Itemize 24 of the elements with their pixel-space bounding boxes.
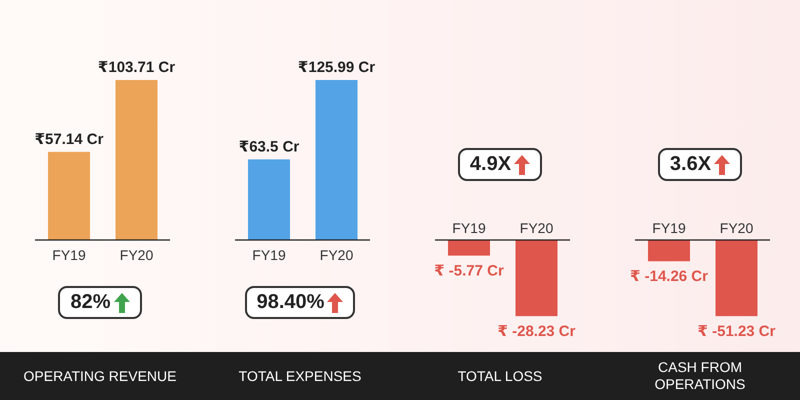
text: 82% <box>70 291 111 314</box>
x-tick-label: FY19 <box>52 247 86 263</box>
data-label: ₹63.5 Cr <box>238 138 300 156</box>
data-label: ₹ -28.23 Cr <box>498 323 576 340</box>
x-axis-title: TOTAL LOSS <box>458 368 542 384</box>
x-tick-label: FY20 <box>720 220 754 236</box>
x-axis-title: OPERATING REVENUE <box>24 368 176 384</box>
x-tick-label: FY20 <box>120 247 154 263</box>
x-axis-title: CASH FROM OPERATIONS <box>654 359 746 393</box>
data-label: ₹ -14.26 Cr <box>630 268 708 286</box>
x-tick-label: FY19 <box>652 220 686 236</box>
x-axis-title: TOTAL EXPENSES <box>238 368 362 384</box>
x-tick-label: FY20 <box>520 220 554 236</box>
data-label: ₹103.71 Cr <box>98 59 176 76</box>
x-tick-label: FY19 <box>252 247 286 263</box>
text: 4.9X <box>470 153 512 176</box>
x-tick-label: FY19 <box>452 220 486 236</box>
data-label: ₹ -51.23 Cr <box>698 323 776 340</box>
x-tick-label: FY20 <box>320 247 354 263</box>
text: 98.40% <box>256 291 324 314</box>
data-label: ₹57.14 Cr <box>34 130 104 148</box>
data-label: ₹ -5.77 Cr <box>434 262 504 280</box>
text: 3.6X <box>670 153 712 176</box>
data-label: ₹125.99 Cr <box>298 59 376 76</box>
